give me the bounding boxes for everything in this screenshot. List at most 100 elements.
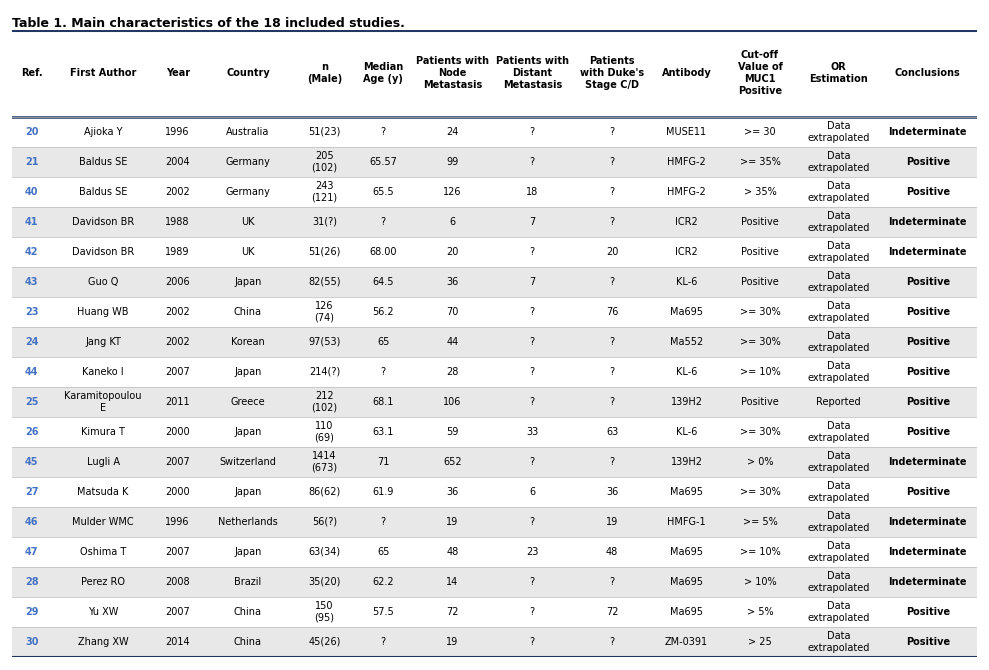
Text: 72: 72 (605, 606, 618, 616)
Text: 86(62): 86(62) (309, 486, 340, 496)
Text: 21: 21 (25, 157, 39, 167)
Text: Data
extrapolated: Data extrapolated (807, 630, 869, 653)
Bar (12, 626, 977, 657)
Text: 44: 44 (446, 336, 459, 346)
Text: Baldus SE: Baldus SE (79, 187, 128, 196)
Text: 44: 44 (25, 366, 39, 377)
Text: 64.5: 64.5 (373, 277, 394, 287)
Text: > 10%: > 10% (744, 577, 776, 587)
Text: 72: 72 (446, 606, 459, 616)
Text: Positive: Positive (906, 636, 949, 647)
Text: 212
(102): 212 (102) (312, 391, 337, 413)
Text: 14: 14 (446, 577, 459, 587)
Text: Kimura T: Kimura T (81, 427, 125, 437)
Text: 61.9: 61.9 (373, 486, 394, 496)
Text: OR
Estimation: OR Estimation (809, 62, 868, 84)
Text: 205
(102): 205 (102) (312, 151, 337, 173)
Text: 1996: 1996 (165, 127, 190, 137)
Text: Indeterminate: Indeterminate (888, 577, 967, 587)
Text: ?: ? (381, 636, 386, 647)
Text: Positive: Positive (906, 187, 949, 196)
Text: Ajioka Y: Ajioka Y (84, 127, 123, 137)
Text: 2000: 2000 (165, 427, 190, 437)
Text: 2002: 2002 (165, 307, 190, 317)
Text: 65: 65 (377, 336, 390, 346)
Text: > 35%: > 35% (744, 187, 776, 196)
Text: >= 10%: >= 10% (740, 366, 780, 377)
Text: > 25: > 25 (748, 636, 771, 647)
Text: >= 10%: >= 10% (740, 547, 780, 557)
Text: Indeterminate: Indeterminate (888, 547, 967, 557)
Text: UK: UK (241, 216, 255, 226)
Text: Japan: Japan (234, 277, 262, 287)
Text: ?: ? (381, 127, 386, 137)
Text: Lugli A: Lugli A (87, 456, 120, 466)
Text: ?: ? (530, 247, 535, 257)
Text: ?: ? (609, 277, 614, 287)
Text: MUSE11: MUSE11 (667, 127, 706, 137)
Text: ?: ? (530, 636, 535, 647)
Text: 19: 19 (606, 517, 618, 527)
Text: ?: ? (530, 606, 535, 616)
Text: Data
extrapolated: Data extrapolated (807, 541, 869, 563)
Text: 24: 24 (446, 127, 459, 137)
Text: Huang WB: Huang WB (77, 307, 129, 317)
Text: Data
extrapolated: Data extrapolated (807, 330, 869, 352)
Text: 70: 70 (446, 307, 459, 317)
Text: 110
(69): 110 (69) (315, 421, 334, 443)
Bar (12, 206, 977, 237)
Text: Ma695: Ma695 (670, 547, 703, 557)
Text: 57.5: 57.5 (373, 606, 395, 616)
Text: 25: 25 (25, 397, 39, 407)
Text: Mulder WMC: Mulder WMC (72, 517, 134, 527)
Bar (12, 417, 977, 447)
Text: Greece: Greece (230, 397, 265, 407)
Text: 2002: 2002 (165, 187, 190, 196)
Text: Data
extrapolated: Data extrapolated (807, 241, 869, 263)
Text: Japan: Japan (234, 366, 262, 377)
Text: China: China (234, 606, 262, 616)
Text: Zhang XW: Zhang XW (78, 636, 129, 647)
Text: Data
extrapolated: Data extrapolated (807, 151, 869, 173)
Text: KL-6: KL-6 (675, 366, 697, 377)
Text: 126
(74): 126 (74) (315, 301, 334, 322)
Text: 23: 23 (25, 307, 39, 317)
Text: Germany: Germany (225, 157, 270, 167)
Text: ?: ? (609, 336, 614, 346)
Text: Data
extrapolated: Data extrapolated (807, 480, 869, 502)
Text: ZM-0391: ZM-0391 (665, 636, 708, 647)
Text: 97(53): 97(53) (309, 336, 341, 346)
Text: Jang KT: Jang KT (85, 336, 121, 346)
Text: Conclusions: Conclusions (895, 68, 960, 78)
Text: 1996: 1996 (165, 517, 190, 527)
Text: Karamitopoulou
E: Karamitopoulou E (64, 391, 141, 413)
Text: Ma552: Ma552 (670, 336, 703, 346)
Text: ?: ? (530, 307, 535, 317)
Bar (12, 117, 977, 147)
Text: ?: ? (609, 397, 614, 407)
Text: Data
extrapolated: Data extrapolated (807, 210, 869, 232)
Text: Yu XW: Yu XW (88, 606, 119, 616)
Text: 65: 65 (377, 547, 390, 557)
Text: 56.2: 56.2 (373, 307, 394, 317)
Text: Indeterminate: Indeterminate (888, 127, 967, 137)
Text: Ma695: Ma695 (670, 307, 703, 317)
Text: Positive: Positive (906, 427, 949, 437)
Text: Data
extrapolated: Data extrapolated (807, 511, 869, 533)
Bar (12, 326, 977, 356)
Text: 2007: 2007 (165, 456, 190, 466)
Text: Positive: Positive (906, 397, 949, 407)
Text: Antibody: Antibody (662, 68, 711, 78)
Text: Ref.: Ref. (21, 68, 43, 78)
Text: Ma695: Ma695 (670, 606, 703, 616)
Bar (12, 356, 977, 387)
Text: ?: ? (609, 157, 614, 167)
Text: 1989: 1989 (165, 247, 190, 257)
Text: 150
(95): 150 (95) (315, 600, 334, 622)
Text: Switzerland: Switzerland (220, 456, 276, 466)
Text: 41: 41 (25, 216, 39, 226)
Text: KL-6: KL-6 (675, 427, 697, 437)
Bar (12, 177, 977, 206)
Text: 42: 42 (25, 247, 39, 257)
Text: n
(Male): n (Male) (307, 62, 342, 84)
